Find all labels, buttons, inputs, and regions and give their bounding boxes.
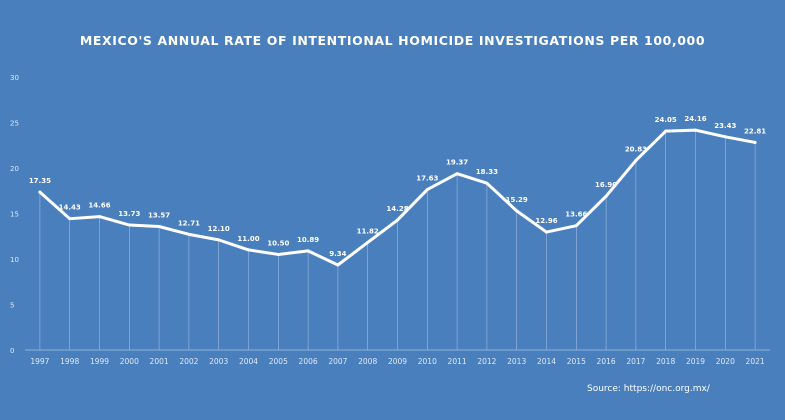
data-label: 14.66 — [88, 202, 110, 210]
x-tick-label: 2002 — [179, 357, 198, 366]
data-label: 13.66 — [565, 211, 587, 219]
y-tick-label: 5 — [10, 302, 14, 310]
source-note: Source: https://onc.org.mx/ — [587, 384, 710, 394]
data-label: 20.83 — [625, 145, 647, 153]
data-point — [187, 232, 191, 236]
data-label: 15.29 — [506, 196, 528, 204]
data-point — [425, 188, 429, 192]
x-tick-label: 1997 — [30, 357, 49, 366]
data-label: 17.63 — [416, 175, 438, 183]
data-label: 18.33 — [476, 168, 498, 176]
x-tick-label: 2017 — [626, 357, 645, 366]
data-label: 11.00 — [237, 235, 259, 243]
x-tick-label: 1998 — [60, 357, 79, 366]
y-tick-label: 30 — [10, 74, 19, 82]
data-label: 16.90 — [595, 181, 617, 189]
x-tick-label: 2018 — [656, 357, 675, 366]
x-tick-label: 1999 — [90, 357, 109, 366]
data-label: 22.81 — [744, 127, 766, 135]
x-tick-label: 2020 — [716, 357, 735, 366]
data-label: 12.71 — [178, 219, 200, 227]
data-label: 12.10 — [208, 225, 230, 233]
x-tick-label: 2014 — [537, 357, 556, 366]
data-point — [247, 248, 250, 252]
data-point — [604, 194, 608, 198]
x-tick-label: 2011 — [448, 357, 467, 366]
data-label: 17.35 — [29, 177, 51, 185]
x-tick-label: 2012 — [477, 357, 496, 366]
data-point — [545, 230, 548, 234]
data-point — [723, 135, 727, 139]
data-point — [217, 238, 221, 242]
x-tick-label: 2003 — [209, 357, 228, 366]
data-point — [157, 225, 161, 229]
data-label: 14.28 — [386, 205, 408, 213]
data-point — [276, 252, 280, 256]
data-point — [485, 181, 489, 185]
data-label: 24.05 — [655, 116, 677, 124]
x-tick-label: 2009 — [388, 357, 407, 366]
data-point — [574, 224, 578, 228]
data-point — [694, 128, 697, 132]
x-tick-label: 2019 — [686, 357, 705, 366]
data-point — [127, 223, 131, 227]
x-tick-label: 2008 — [358, 357, 377, 366]
y-tick-label: 0 — [10, 347, 14, 355]
x-tick-label: 2005 — [269, 357, 288, 366]
x-tick-label: 2021 — [746, 357, 765, 366]
data-label: 24.16 — [684, 115, 706, 123]
data-point — [68, 217, 72, 221]
data-point — [664, 129, 668, 133]
data-label: 10.89 — [297, 236, 319, 244]
x-tick-label: 2006 — [299, 357, 318, 366]
data-label: 13.73 — [118, 210, 140, 218]
x-tick-label: 2007 — [328, 357, 347, 366]
y-tick-label: 15 — [10, 211, 19, 219]
chart-title: MEXICO'S ANNUAL RATE OF INTENTIONAL HOMI… — [79, 33, 706, 48]
x-tick-label: 2000 — [120, 357, 139, 366]
data-label: 19.37 — [446, 159, 468, 167]
data-point — [753, 140, 757, 144]
data-point — [455, 172, 459, 176]
data-point — [336, 263, 340, 267]
y-tick-label: 20 — [10, 165, 19, 173]
data-point — [306, 249, 310, 253]
data-label: 13.57 — [148, 212, 170, 220]
data-point — [515, 209, 519, 213]
data-point — [634, 158, 638, 162]
data-label: 10.50 — [267, 239, 289, 247]
data-label: 14.43 — [59, 204, 81, 212]
x-tick-label: 2013 — [507, 357, 526, 366]
data-label: 11.82 — [357, 227, 379, 235]
data-point — [98, 215, 101, 219]
x-tick-label: 2015 — [567, 357, 586, 366]
y-tick-label: 25 — [10, 120, 19, 128]
x-tick-label: 2010 — [418, 357, 437, 366]
data-label: 12.96 — [535, 217, 557, 225]
x-tick-label: 2004 — [239, 357, 258, 366]
x-tick-label: 2001 — [150, 357, 169, 366]
data-point — [38, 190, 42, 194]
data-label: 9.34 — [329, 250, 346, 258]
data-point — [366, 240, 370, 244]
data-label: 23.43 — [714, 122, 736, 130]
data-point — [396, 218, 399, 222]
x-tick-label: 2016 — [597, 357, 616, 366]
y-tick-label: 10 — [10, 256, 19, 264]
